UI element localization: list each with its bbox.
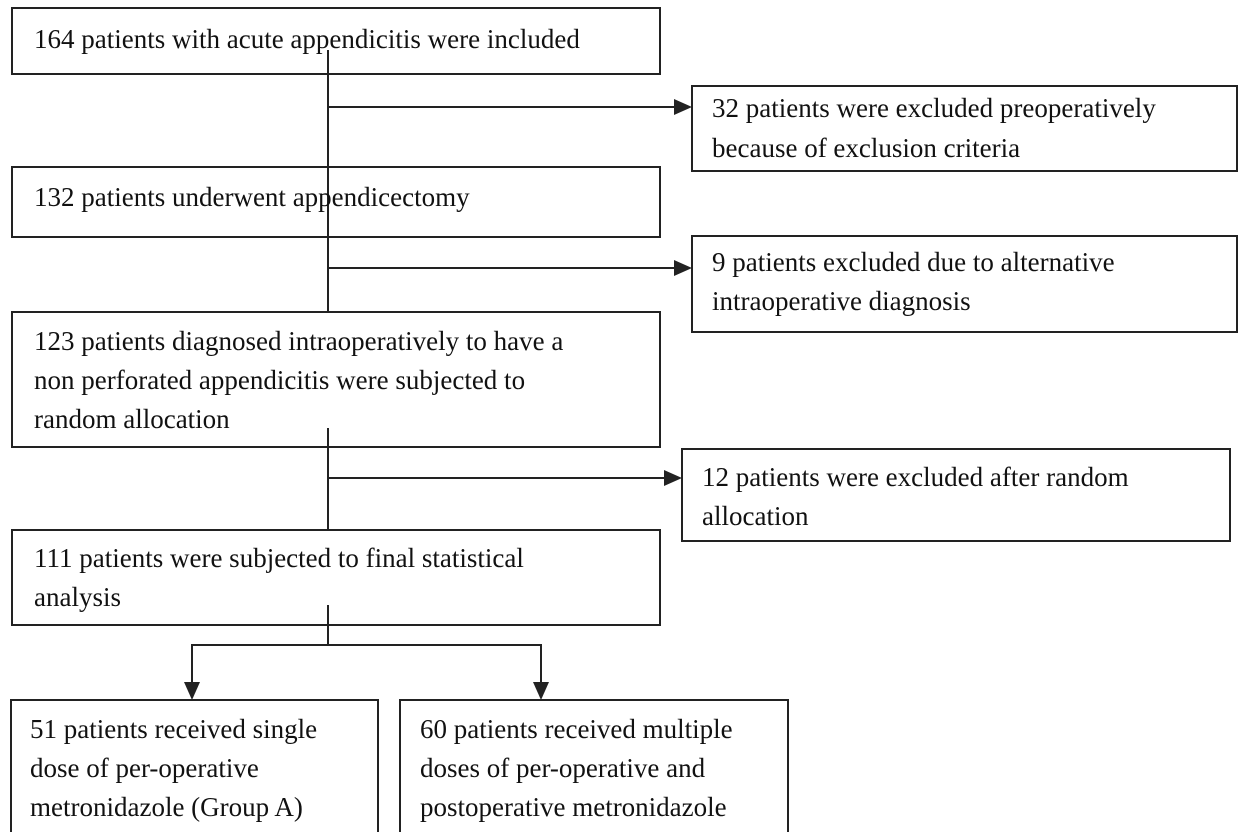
node-text: 111 patients were subjected to final sta… bbox=[34, 543, 524, 573]
box bbox=[691, 85, 1238, 172]
node-text: allocation bbox=[702, 501, 809, 531]
box bbox=[399, 699, 789, 832]
node-text: non perforated appendicitis were subject… bbox=[34, 365, 525, 395]
node-text: random allocation bbox=[34, 404, 230, 434]
node-text: analysis bbox=[34, 582, 121, 612]
box bbox=[11, 311, 661, 448]
node-text: 32 patients were excluded preoperatively bbox=[712, 93, 1156, 123]
node-text: 51 patients received single bbox=[30, 714, 317, 744]
node-text: intraoperative diagnosis bbox=[712, 286, 971, 316]
arrowhead bbox=[533, 682, 549, 700]
node-text: 9 patients excluded due to alternative bbox=[712, 247, 1115, 277]
node-text: 132 patients underwent appendicectomy bbox=[34, 182, 470, 212]
node-text: doses of per-operative and bbox=[420, 753, 706, 783]
box bbox=[10, 699, 379, 832]
node-text: postoperative metronidazole bbox=[420, 792, 727, 822]
box bbox=[11, 7, 661, 75]
node-text: because of exclusion criteria bbox=[712, 133, 1020, 163]
box bbox=[11, 166, 661, 238]
node-text: 164 patients with acute appendicitis wer… bbox=[34, 24, 580, 54]
box bbox=[681, 448, 1231, 542]
node-text: 12 patients were excluded after random bbox=[702, 462, 1129, 492]
arrow bbox=[191, 644, 542, 684]
box bbox=[691, 235, 1238, 333]
node-text: dose of per-operative bbox=[30, 753, 259, 783]
arrowhead bbox=[664, 470, 682, 486]
arrowhead bbox=[674, 99, 692, 115]
arrowhead bbox=[674, 260, 692, 276]
node-text: 123 patients diagnosed intraoperatively … bbox=[34, 326, 563, 356]
node-text: 60 patients received multiple bbox=[420, 714, 733, 744]
arrowhead bbox=[184, 682, 200, 700]
box bbox=[11, 529, 661, 626]
node-text: metronidazole (Group A) bbox=[30, 792, 303, 822]
